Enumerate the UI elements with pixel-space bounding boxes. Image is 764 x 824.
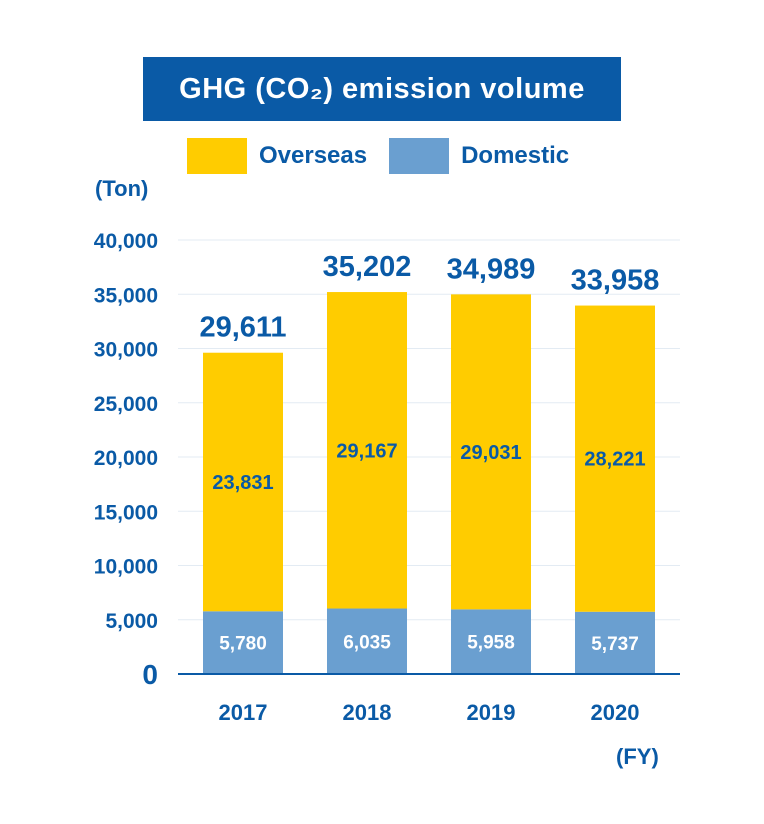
data-label-overseas: 29,031: [460, 442, 521, 464]
data-label-overseas: 28,221: [584, 449, 645, 471]
y-tick-label: 25,000: [94, 393, 158, 416]
data-label-domestic: 5,958: [467, 633, 515, 654]
y-tick-label: 5,000: [105, 610, 158, 633]
bar-domestic: [575, 611, 655, 674]
data-label-domestic: 5,737: [591, 634, 639, 655]
x-tick-label: 2020: [591, 700, 640, 725]
x-tick-label: 2017: [219, 700, 268, 725]
data-label-total: 35,202: [323, 251, 412, 283]
data-label-domestic: 5,780: [219, 634, 267, 655]
y-axis-unit-label: (Ton): [95, 176, 148, 201]
y-tick-label: 0: [142, 659, 158, 690]
x-axis-ticks: 2017 2018 2019 2020: [219, 700, 640, 725]
legend-item-overseas: Overseas: [187, 138, 367, 174]
bars: [203, 292, 655, 674]
legend-swatch-overseas: [187, 138, 247, 174]
y-tick-label: 20,000: [94, 447, 158, 470]
x-tick-label: 2019: [467, 700, 516, 725]
y-tick-label: 30,000: [94, 339, 158, 362]
bar-domestic: [451, 609, 531, 674]
y-tick-label: 10,000: [94, 556, 158, 579]
bar-labels: 5,780 23,831 29,611 6,035 29,167 35,202 5,958 2…: [199, 251, 659, 655]
data-label-total: 34,989: [447, 253, 536, 285]
data-label-total: 33,958: [571, 265, 660, 297]
y-tick-label: 35,000: [94, 284, 158, 307]
y-axis-ticks: 0 5,000 10,000 15,000 20,000 25,000 30,000 35,0…: [94, 230, 158, 690]
legend-label-domestic: Domestic: [461, 142, 570, 169]
legend-label-overseas: Overseas: [259, 142, 368, 169]
x-axis-unit-label: (FY): [616, 744, 659, 769]
y-tick-label: 40,000: [94, 230, 158, 253]
bar-overseas: [203, 352, 283, 612]
legend: Overseas Domestic: [187, 138, 591, 174]
legend-item-domestic: Domestic: [389, 138, 569, 174]
bar-overseas: [327, 292, 407, 609]
x-tick-label: 2018: [343, 700, 392, 725]
bar-domestic: [203, 611, 283, 674]
bar-overseas: [451, 294, 531, 610]
bar-overseas: [575, 305, 655, 612]
chart-title: GHG (CO₂) emission volume: [143, 57, 621, 121]
y-tick-label: 15,000: [94, 501, 158, 524]
data-label-total: 29,611: [199, 312, 286, 344]
legend-swatch-domestic: [389, 138, 450, 174]
data-label-domestic: 6,035: [343, 632, 391, 653]
data-label-overseas: 29,167: [336, 440, 397, 462]
bar-domestic: [327, 608, 407, 674]
data-label-overseas: 23,831: [212, 472, 273, 494]
